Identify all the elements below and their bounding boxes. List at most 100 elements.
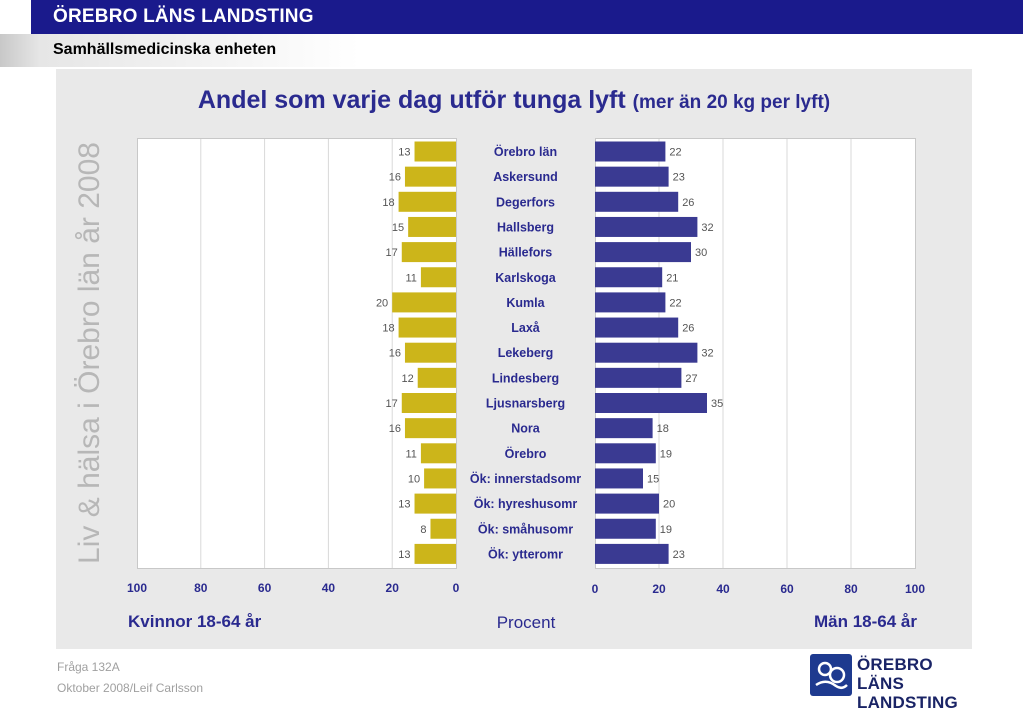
question-label: Fråga 132A [57, 660, 120, 674]
landsting-logo: ÖREBRO LÄNS LANDSTING [810, 654, 980, 712]
logo-line-1: ÖREBRO LÄNS [857, 655, 933, 693]
men-bar [595, 242, 691, 263]
men-bar [595, 342, 698, 363]
organization-title: ÖREBRO LÄNS LANDSTING [53, 6, 314, 27]
men-bar [595, 292, 666, 313]
left-x-tick-label: 60 [258, 581, 272, 595]
category-label: Örebro län [494, 144, 557, 159]
women-bar [392, 292, 456, 313]
header-accent [0, 0, 31, 34]
men-value-label: 23 [673, 172, 685, 184]
women-bar [414, 141, 456, 162]
women-value-label: 13 [398, 499, 410, 511]
men-value-label: 15 [647, 473, 659, 485]
women-value-label: 13 [398, 549, 410, 561]
right-x-tick-label: 60 [780, 582, 794, 596]
category-label: Nora [511, 422, 541, 436]
men-bar [595, 367, 682, 388]
category-label: Ök: hyreshusomr [474, 496, 578, 511]
men-value-label: 27 [685, 373, 697, 385]
men-bar [595, 543, 669, 564]
men-value-label: 19 [660, 524, 672, 536]
x-axis-title: Procent [496, 613, 556, 632]
men-axis-title: Män 18-64 år [814, 612, 917, 631]
men-bar [595, 518, 656, 539]
category-label: Ök: ytteromr [488, 546, 563, 561]
women-value-label: 16 [389, 172, 401, 184]
men-value-label: 32 [701, 348, 713, 360]
men-value-label: 26 [682, 323, 694, 335]
category-label: Ljusnarsberg [486, 397, 565, 411]
women-bar [414, 493, 456, 514]
women-axis-title: Kvinnor 18-64 år [128, 612, 262, 631]
subheader-bar [0, 34, 1023, 67]
left-x-tick-label: 20 [386, 581, 400, 595]
men-bar [595, 468, 643, 489]
women-value-label: 16 [389, 423, 401, 435]
category-label: Hallsberg [497, 220, 554, 234]
left-x-tick-label: 100 [127, 581, 147, 595]
category-label: Karlskoga [495, 271, 556, 285]
men-bar [595, 191, 679, 212]
women-bar [414, 543, 456, 564]
men-bar [595, 141, 666, 162]
men-value-label: 23 [673, 549, 685, 561]
chart-title-subtitle: (mer än 20 kg per lyft) [632, 92, 831, 113]
women-bar [420, 267, 456, 288]
men-bar [595, 267, 663, 288]
men-bar [595, 418, 653, 439]
women-bar [404, 342, 456, 363]
category-label: Ök: innerstadsomr [470, 471, 581, 486]
category-label: Degerfors [496, 195, 555, 209]
men-value-label: 32 [701, 222, 713, 234]
logo-mark-icon [810, 654, 852, 696]
women-value-label: 16 [389, 348, 401, 360]
men-value-label: 26 [682, 197, 694, 209]
men-bar [595, 493, 659, 514]
women-bar [398, 191, 456, 212]
category-label: Lindesberg [492, 371, 559, 385]
men-value-label: 19 [660, 448, 672, 460]
right-x-tick-label: 100 [905, 582, 925, 596]
women-value-label: 12 [401, 373, 413, 385]
women-value-label: 11 [405, 448, 416, 460]
chart-title: Andel som varje dag utför tunga lyft (me… [56, 86, 972, 115]
men-bar [595, 317, 679, 338]
category-label: Örebro [505, 446, 547, 461]
men-value-label: 18 [657, 423, 669, 435]
men-value-label: 20 [663, 499, 675, 511]
women-bar [404, 418, 456, 439]
category-label: Lekeberg [498, 346, 554, 360]
women-bar [401, 393, 456, 413]
category-label: Hällefors [499, 246, 553, 260]
right-x-tick-label: 80 [844, 582, 858, 596]
category-label: Kumla [506, 296, 545, 310]
left-x-tick-label: 40 [322, 581, 336, 595]
left-x-tick-label: 80 [194, 581, 208, 595]
right-x-tick-label: 0 [592, 582, 599, 596]
women-value-label: 18 [382, 197, 394, 209]
men-bar [595, 166, 669, 187]
men-value-label: 22 [669, 297, 681, 309]
category-label: Ök: småhusomr [478, 521, 573, 536]
men-value-label: 22 [669, 147, 681, 159]
women-bar [430, 518, 456, 539]
women-bar [398, 317, 456, 338]
logo-line-2: LANDSTING [857, 693, 958, 712]
men-value-label: 30 [695, 247, 707, 259]
left-x-tick-label: 0 [453, 581, 460, 595]
women-bar [401, 242, 456, 263]
men-bar [595, 393, 707, 413]
women-bar [417, 367, 456, 388]
men-value-label: 35 [711, 398, 723, 410]
category-label: Laxå [511, 321, 540, 335]
date-author-label: Oktober 2008/Leif Carlsson [57, 681, 204, 695]
women-bar [424, 468, 456, 489]
women-value-label: 11 [405, 272, 416, 284]
women-value-label: 13 [398, 147, 410, 159]
right-x-tick-label: 20 [652, 582, 666, 596]
women-bar [404, 166, 456, 187]
men-bar [595, 216, 698, 237]
chart-title-main: Andel som varje dag utför tunga lyft [197, 86, 626, 114]
